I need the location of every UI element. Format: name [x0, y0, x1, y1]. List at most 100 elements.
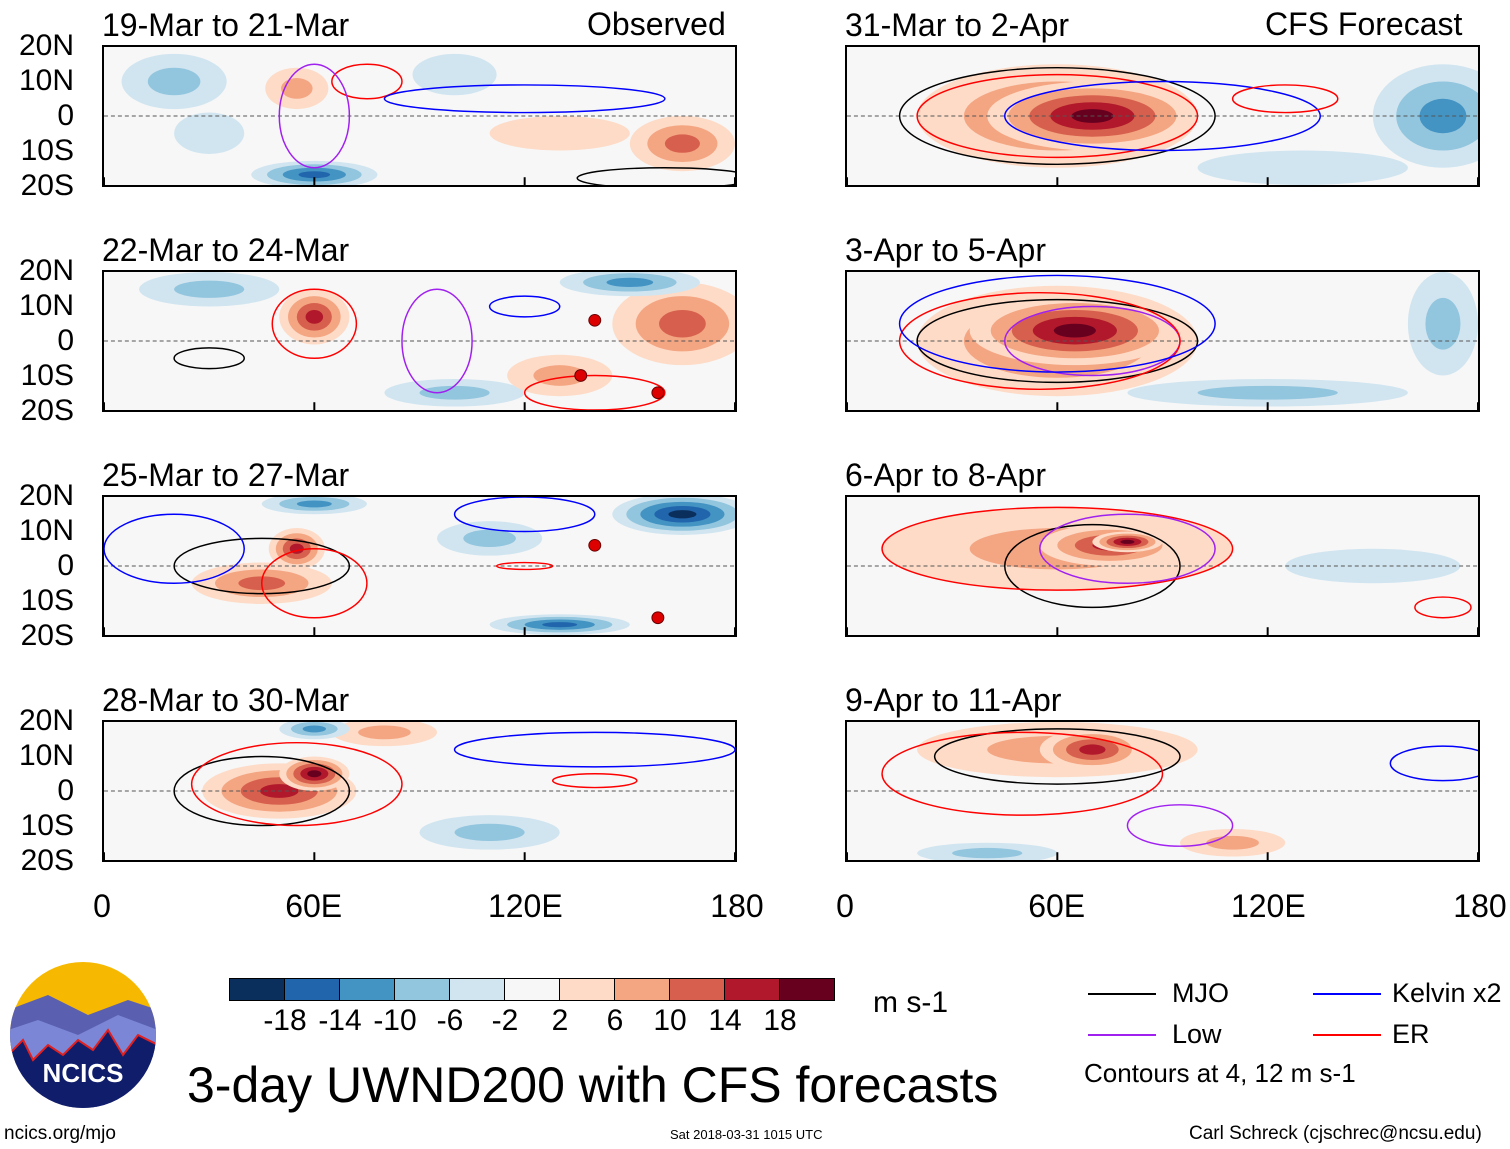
anomaly-shading [281, 78, 313, 99]
lat-tick-label: 20S [20, 169, 74, 202]
mjo-contour [173, 347, 245, 370]
legend-kelvin-line [1313, 993, 1381, 995]
map-panel [102, 268, 753, 412]
lat-tick-label: 0 [57, 324, 74, 357]
anomaly-shading [302, 725, 327, 733]
lat-tick-label: 20N [18, 254, 74, 287]
anomaly-shading [358, 725, 411, 740]
lon-tick-label: 180 [710, 888, 764, 924]
map-panel [845, 495, 1480, 637]
figure-title: 3-day UWND200 with CFS forecasts [187, 1057, 999, 1113]
panel-title: 25-Mar to 27-Mar [102, 457, 350, 493]
colorbar-swatch [614, 978, 670, 1001]
lat-tick-label: 10N [18, 514, 74, 547]
anomaly-shading [419, 385, 490, 400]
kelvin-contour [898, 274, 1216, 373]
contour-note: Contours at 4, 12 m s-1 [1084, 1058, 1356, 1088]
colorbar-label: -2 [491, 1004, 519, 1037]
low-contour [1039, 513, 1216, 584]
legend-kelvin: Kelvin x2 [1392, 978, 1502, 1008]
lon-tick-label: 0 [93, 888, 111, 924]
anomaly-shading [305, 309, 324, 324]
panel-title: 9-Apr to 11-Apr [845, 682, 1062, 718]
colorbar-swatch [229, 978, 285, 1001]
map-panel [102, 493, 753, 637]
er-contour [495, 561, 554, 571]
map-panel [102, 45, 754, 190]
colorbar-swatch [724, 978, 780, 1001]
anomaly-shading [952, 847, 1023, 859]
mjo-contour [1004, 523, 1181, 609]
lat-tick-label: 10S [20, 809, 74, 842]
colorbar-label: -14 [318, 1004, 362, 1037]
colorbar-swatch [284, 978, 340, 1001]
colorbar-label: 2 [551, 1004, 569, 1037]
anomaly-shading [1419, 98, 1467, 134]
lat-tick-label: 10S [20, 359, 74, 392]
mjo-contour [173, 537, 351, 595]
er-contour [551, 773, 638, 789]
lat-tick-label: 0 [57, 99, 74, 132]
anomaly-shading [1053, 323, 1096, 338]
colorbar-label: 10 [653, 1004, 687, 1037]
lat-tick-label: 10N [18, 64, 74, 97]
lat-tick-label: 20N [18, 479, 74, 512]
panel-title: 19-Mar to 21-Mar [102, 7, 350, 43]
anomaly-shading [298, 171, 331, 179]
er-contour [916, 73, 1199, 159]
anomaly-shading [668, 510, 697, 519]
forecast-label: CFS Forecast [1265, 6, 1463, 42]
map-panel [845, 720, 1497, 864]
anomaly-shading [606, 277, 654, 287]
footer-timestamp: Sat 2018-03-31 1015 UTC [670, 1127, 823, 1142]
anomaly-shading [454, 823, 525, 842]
tropical-cyclone-icon [588, 313, 602, 327]
anomaly-shading [664, 134, 700, 153]
er-contour [331, 63, 403, 100]
er-contour [271, 288, 358, 359]
lat-tick-label: 20N [18, 704, 74, 737]
anomaly-shading [307, 770, 322, 778]
mjo-contour [173, 755, 351, 827]
map-panel [845, 45, 1510, 187]
anomaly-shading [147, 67, 201, 96]
lat-tick-label: 10S [20, 134, 74, 167]
anomaly-shading [542, 622, 578, 628]
colorbar-swatch [559, 978, 615, 1001]
colorbar-swatch [504, 978, 560, 1001]
lat-tick-label: 20S [20, 619, 74, 652]
anomaly-shading [174, 112, 245, 154]
legend-mjo-line [1088, 993, 1156, 995]
anomaly-shading [1197, 150, 1408, 185]
tropical-cyclone-icon [574, 369, 588, 382]
colorbar-units: m s-1 [873, 986, 948, 1019]
anomaly-shading [1079, 744, 1106, 755]
footer-author: Carl Schreck (cjschrec@ncsu.edu) [1189, 1123, 1482, 1144]
colorbar-label: 6 [606, 1004, 624, 1037]
colorbar-swatch [449, 978, 505, 1001]
low-contour [278, 63, 351, 169]
legend-low-line [1088, 1034, 1156, 1036]
er-contour [881, 506, 1234, 591]
anomaly-shading [1425, 297, 1461, 350]
colorbar-swatch [339, 978, 395, 1001]
lon-tick-label: 0 [836, 888, 854, 924]
observed-label: Observed [587, 6, 726, 42]
anomaly-shading [1285, 548, 1461, 584]
anomaly-shading [296, 500, 332, 508]
panel-title: 22-Mar to 24-Mar [102, 232, 350, 268]
anomaly-shading [1206, 835, 1259, 850]
anomaly-shading [463, 529, 516, 548]
kelvin-contour [383, 84, 666, 114]
legend-er-line [1313, 1034, 1381, 1036]
tropical-cyclone-icon [651, 386, 665, 400]
ncics-logo: NCICS [8, 960, 158, 1110]
anomaly-shading [412, 53, 497, 96]
er-contour [261, 548, 368, 619]
colorbar-swatch [779, 978, 835, 1001]
lat-tick-label: 10N [18, 739, 74, 772]
lon-tick-label: 60E [285, 888, 343, 924]
colorbar-label: -18 [263, 1004, 307, 1037]
footer-url[interactable]: ncics.org/mjo [4, 1123, 116, 1144]
